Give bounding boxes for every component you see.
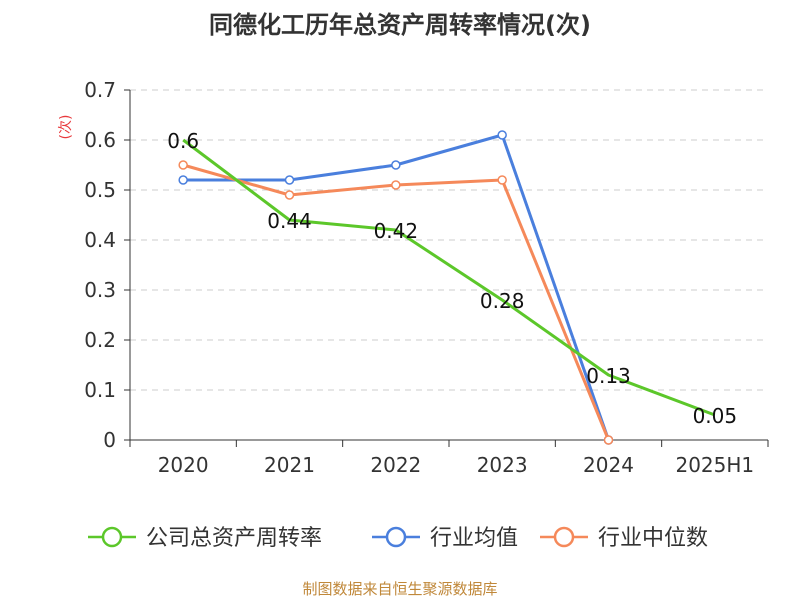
data-label: 0.05	[693, 404, 738, 428]
y-tick-label: 0.1	[84, 378, 116, 402]
data-point	[391, 160, 401, 170]
legend-label: 公司总资产周转率	[146, 526, 322, 551]
y-tick-label: 0.7	[84, 78, 116, 102]
legend-marker	[101, 526, 123, 548]
x-tick-label: 2020	[158, 453, 209, 477]
y-tick-label: 0.3	[84, 278, 116, 302]
x-tick-label: 2021	[264, 453, 315, 477]
data-point	[284, 190, 295, 200]
y-axis-unit: (次)	[58, 115, 74, 140]
y-tick-label: 0.4	[84, 228, 116, 252]
legend-marker	[553, 526, 575, 548]
source-note: 制图数据来自恒生聚源数据库	[302, 580, 497, 598]
data-point	[497, 175, 507, 185]
data-labels: 0.6 0.44 0.42 0.28 0.13 0.05	[167, 129, 737, 428]
y-tick-label: 0.5	[84, 178, 116, 202]
data-point	[178, 175, 188, 185]
x-tick-label: 2022	[370, 453, 421, 477]
series-layer	[178, 130, 716, 445]
data-label: 0.13	[586, 364, 631, 388]
legend-marker	[385, 526, 407, 548]
legend-label: 行业均值	[430, 526, 518, 551]
data-point	[497, 130, 507, 140]
data-label: 0.42	[374, 219, 419, 243]
x-tick-label: 2023	[477, 453, 528, 477]
data-label: 0.6	[167, 129, 199, 153]
y-tick-label: 0	[103, 428, 116, 452]
y-tick-label: 0.2	[84, 328, 116, 352]
data-point	[603, 435, 614, 445]
series-line	[182, 138, 716, 417]
series-line	[182, 163, 610, 441]
legend-label: 行业中位数	[598, 526, 708, 551]
chart-title: 同德化工历年总资产周转率情况(次)	[209, 11, 591, 39]
data-label: 0.28	[480, 289, 525, 313]
data-point	[178, 160, 188, 170]
x-tick-label: 2025H1	[675, 453, 754, 477]
y-tick-label: 0.6	[84, 128, 116, 152]
grid-lines	[130, 89, 768, 391]
x-tick-label: 2024	[583, 453, 634, 477]
data-label: 0.44	[267, 209, 312, 233]
legend: 公司总资产周转率 行业均值 行业中位数	[88, 526, 708, 551]
axes: 0 0.1 0.2 0.3 0.4 0.5 0.6 0.7 2020 2021 2022 2023 20…	[84, 78, 769, 477]
data-point	[391, 180, 401, 190]
data-point	[284, 175, 295, 185]
